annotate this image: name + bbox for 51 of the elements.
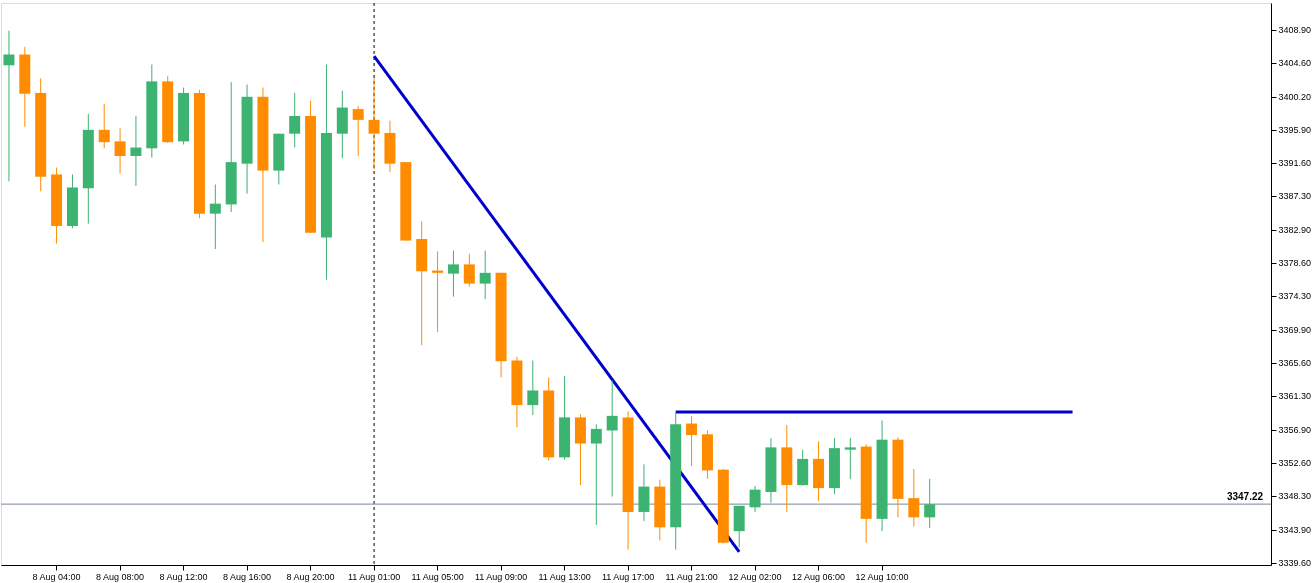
candlestick — [289, 92, 301, 149]
x-tick-label: 11 Aug 05:00 — [411, 571, 464, 582]
candlestick — [908, 468, 920, 528]
y-tick-label: 3378.60 — [1278, 258, 1312, 269]
y-tick-label: 3361.30 — [1278, 391, 1312, 402]
y-tick-label: 3374.30 — [1278, 291, 1312, 302]
y-tick-label: 3391.60 — [1278, 158, 1312, 169]
candlestick — [463, 253, 475, 288]
x-tick-label: 8 Aug 12:00 — [159, 571, 208, 582]
candlestick — [606, 379, 618, 498]
candlestick — [130, 115, 142, 187]
candlestick — [686, 415, 698, 467]
candlestick — [527, 360, 539, 416]
candlestick — [368, 77, 380, 170]
x-tick-label: 8 Aug 04:00 — [32, 571, 81, 582]
y-tick-label: 3400.20 — [1278, 92, 1312, 103]
y-tick-label: 3339.60 — [1278, 558, 1312, 569]
candlestick — [749, 485, 761, 513]
y-tick-label: 3352.60 — [1278, 458, 1312, 469]
x-tick-label: 8 Aug 08:00 — [96, 571, 145, 582]
x-tick-label: 11 Aug 09:00 — [474, 571, 528, 582]
y-tick-label: 3365.60 — [1278, 358, 1312, 369]
y-tick-label: 3408.90 — [1278, 25, 1312, 36]
candlestick — [3, 30, 15, 182]
candlestick — [590, 423, 602, 526]
x-tick-label: 12 Aug 10:00 — [855, 571, 909, 582]
x-tick-label: 11 Aug 01:00 — [347, 571, 401, 582]
candlestick — [844, 437, 856, 480]
x-tick-label: 12 Aug 06:00 — [792, 571, 846, 582]
x-tick-label: 11 Aug 17:00 — [601, 571, 655, 582]
x-tick-label: 11 Aug 21:00 — [665, 571, 718, 582]
candlestick — [447, 250, 459, 298]
y-tick-label: 3343.90 — [1278, 525, 1312, 536]
y-tick-label: 3404.60 — [1278, 58, 1312, 69]
x-tick-label: 8 Aug 16:00 — [223, 571, 272, 582]
y-tick-label: 3382.90 — [1278, 225, 1312, 236]
y-tick-label: 3387.30 — [1278, 191, 1312, 202]
x-tick-label: 12 Aug 02:00 — [728, 571, 782, 582]
y-tick-label: 3348.30 — [1278, 491, 1312, 502]
y-tick-label: 3356.90 — [1278, 425, 1312, 436]
y-tick-label: 3369.90 — [1278, 325, 1312, 336]
candlestick — [352, 105, 364, 157]
candlestick — [114, 127, 126, 175]
candlestick — [98, 103, 110, 149]
x-tick-label: 8 Aug 20:00 — [286, 571, 335, 582]
candlestick — [479, 250, 491, 300]
y-tick-label: 3395.90 — [1278, 125, 1312, 136]
ref-line-label: 3347.22 — [1226, 491, 1264, 503]
candlestick — [924, 478, 936, 529]
x-tick-label: 11 Aug 13:00 — [538, 571, 591, 582]
candlestick — [209, 183, 221, 250]
